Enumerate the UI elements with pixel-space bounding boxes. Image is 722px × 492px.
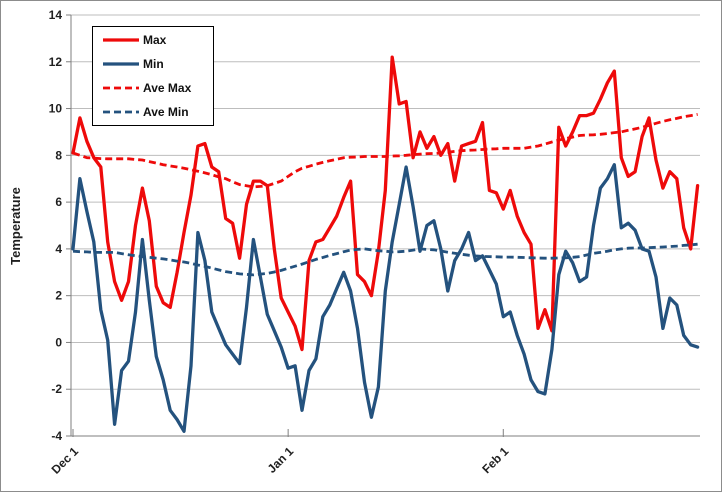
- series-line-ave-max: [72, 113, 698, 189]
- y-tick-label--4: -4: [51, 429, 62, 443]
- legend-item-min: Min: [103, 57, 164, 71]
- y-tick-label-4: 4: [55, 242, 62, 256]
- legend-box: [92, 26, 214, 126]
- legend-label-max: Max: [143, 33, 167, 47]
- legend-label-ave-min: Ave Min: [143, 105, 189, 119]
- y-tick-label-10: 10: [49, 102, 63, 116]
- x-tick-label-dec-1: Dec 1: [49, 444, 82, 477]
- y-tick-label-2: 2: [55, 289, 62, 303]
- legend-item-ave-min: Ave Min: [103, 105, 189, 119]
- legend-label-min: Min: [143, 57, 164, 71]
- x-tick-label-feb-1: Feb 1: [479, 444, 511, 476]
- series-lines: [71, 55, 700, 433]
- axes: [66, 14, 700, 437]
- legend: Max Min Ave Max Ave Min: [92, 26, 214, 126]
- legend-item-ave-max: Ave Max: [103, 81, 192, 95]
- y-tick-label-12: 12: [49, 55, 63, 69]
- x-tick-label-jan-1: Jan 1: [265, 444, 297, 476]
- y-tick-label--2: -2: [51, 382, 62, 396]
- series-line-min: [71, 163, 700, 433]
- series-line-ave-min: [72, 242, 698, 277]
- series-line-max: [71, 55, 700, 352]
- y-tick-label-8: 8: [55, 148, 62, 162]
- y-tick-label-14: 14: [49, 8, 63, 22]
- y-axis-title: Temperature: [8, 187, 23, 265]
- y-tick-label-6: 6: [55, 195, 62, 209]
- legend-label-ave-max: Ave Max: [143, 81, 192, 95]
- y-tick-label-0: 0: [55, 335, 62, 349]
- legend-item-max: Max: [103, 33, 167, 47]
